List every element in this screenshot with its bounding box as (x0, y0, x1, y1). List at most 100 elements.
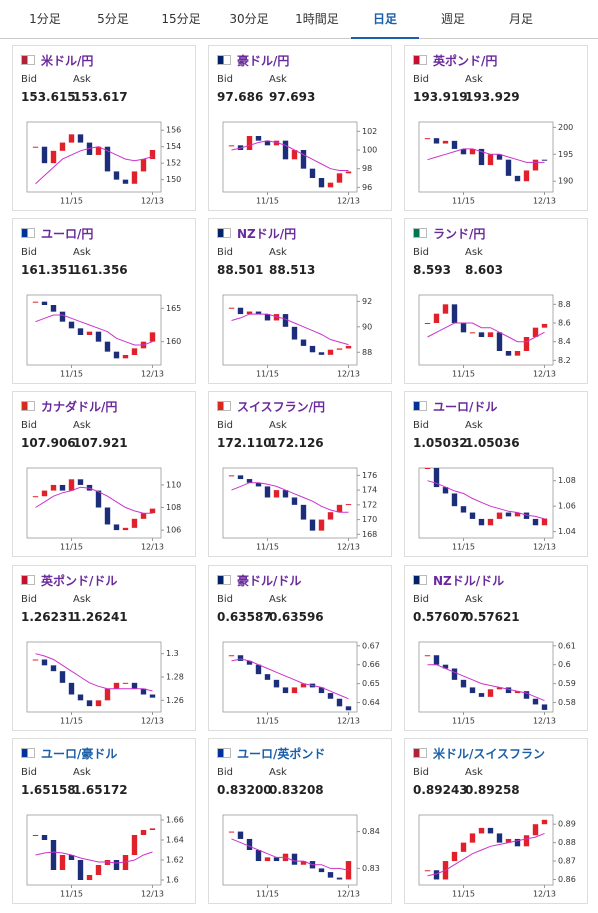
candle (469, 148, 476, 155)
rate-card[interactable]: 米ドル/円 Bid Ask 153.615 153.617 150 152 154 156 11/… (12, 45, 196, 211)
candle (433, 468, 440, 488)
candle (273, 857, 280, 862)
candle (300, 504, 307, 520)
candle (514, 691, 521, 694)
candle (140, 513, 147, 519)
tab[interactable]: 15分足 (161, 12, 201, 26)
bid-value: 1.26231 (21, 610, 76, 624)
ask-value: 107.921 (73, 436, 128, 450)
tab[interactable]: 30分足 (229, 12, 269, 26)
tab[interactable]: 日足 (351, 0, 419, 39)
candle (469, 332, 476, 334)
x-tick-label: 12/13 (533, 717, 556, 726)
ask-label: Ask (465, 247, 483, 258)
candle (41, 490, 48, 497)
mini-chart: 88 90 92 11/15 12/13 (222, 294, 372, 379)
candle (282, 314, 289, 327)
rate-card[interactable]: ランド/円 Bid Ask 8.593 8.603 8.2 8.4 8.6 8.8 11/15 12… (404, 218, 588, 384)
candle (228, 307, 235, 309)
candle (532, 698, 539, 705)
plot-area (222, 814, 358, 886)
ask-label: Ask (465, 767, 483, 778)
candle (496, 833, 503, 843)
candle (113, 171, 120, 180)
rate-card[interactable]: カナダドル/円 Bid Ask 107.906 107.921 106 108 110 11/1… (12, 391, 196, 557)
candle (50, 305, 57, 312)
rate-card[interactable]: ユーロ/ドル Bid Ask 1.05032 1.05036 1.04 1.06 1.08 11… (404, 391, 588, 557)
rate-card[interactable]: 英ポンド/円 Bid Ask 193.919 193.929 190 195 200 11/15… (404, 45, 588, 211)
flag-icon (21, 55, 35, 65)
rate-card[interactable]: 豪ドル/円 Bid Ask 97.686 97.693 96 98 100 102 11/15 12… (208, 45, 392, 211)
plot-area (418, 467, 554, 539)
candle (291, 150, 298, 160)
candle (113, 682, 120, 689)
candle (505, 838, 512, 843)
bid-value: 193.919 (413, 90, 468, 104)
candle (113, 351, 120, 359)
candle (433, 313, 440, 323)
candle (50, 150, 57, 164)
x-tick-label: 11/15 (256, 370, 279, 379)
rate-card[interactable]: スイスフラン/円 Bid Ask 172.110 172.126 168 170 172 174… (208, 391, 392, 557)
bid-label: Bid (217, 594, 233, 605)
candle (433, 138, 440, 144)
bid-label: Bid (21, 767, 37, 778)
candle (300, 861, 307, 865)
y-tick-label: 1.62 (166, 856, 184, 865)
mini-chart: 96 98 100 102 11/15 12/13 (222, 121, 377, 206)
bid-value: 153.615 (21, 90, 76, 104)
flag-icon (21, 228, 35, 238)
candle (32, 835, 39, 836)
x-tick-label: 11/15 (452, 543, 475, 552)
bid-label: Bid (21, 594, 37, 605)
tab[interactable]: 1時間足 (295, 12, 339, 26)
tab[interactable]: 5分足 (97, 12, 129, 26)
rate-card[interactable]: NZドル/円 Bid Ask 88.501 88.513 88 90 92 11/15 12/13 (208, 218, 392, 384)
pair-name: ユーロ/ドル (433, 400, 498, 414)
rate-card[interactable]: 米ドル/スイスフラン Bid Ask 0.89243 0.89258 0.86 0.87 0.… (404, 738, 588, 904)
bid-value: 1.65158 (21, 783, 76, 797)
candle (442, 140, 449, 144)
y-tick-label: 0.58 (558, 698, 576, 707)
bid-value: 88.501 (217, 263, 264, 277)
ask-label: Ask (73, 594, 91, 605)
candle (86, 484, 93, 491)
tab[interactable]: 週足 (440, 12, 465, 26)
y-tick-label: 98 (362, 164, 372, 173)
moving-average (427, 322, 545, 343)
tab[interactable]: 1分足 (29, 12, 61, 26)
candle (59, 855, 66, 870)
candle (59, 142, 66, 151)
rate-card[interactable]: 英ポンド/ドル Bid Ask 1.26231 1.26241 1.26 1.28 1.3 11… (12, 565, 196, 731)
rate-card[interactable]: ユーロ/円 Bid Ask 161.351 161.356 160 165 11/15 12/1… (12, 218, 196, 384)
rate-card[interactable]: ユーロ/英ポンド Bid Ask 0.83200 0.83208 0.83 0.84 11/1… (208, 738, 392, 904)
tab[interactable]: 月足 (508, 12, 533, 26)
candle (255, 664, 262, 675)
x-tick-label: 12/13 (337, 543, 360, 552)
flag-icon (217, 55, 231, 65)
y-tick-label: 1.06 (558, 502, 576, 511)
candle (318, 352, 325, 355)
flag-icon (21, 748, 35, 758)
y-tick-label: 0.87 (558, 857, 576, 866)
candle (424, 138, 431, 140)
y-tick-label: 150 (166, 175, 181, 184)
candle (327, 349, 334, 355)
flag-icon (413, 748, 427, 758)
bid-value: 172.110 (217, 436, 272, 450)
candle (291, 687, 298, 694)
x-tick-label: 11/15 (452, 890, 475, 899)
candle (345, 706, 352, 711)
y-tick-label: 88 (362, 348, 372, 357)
mini-chart: 168 170 172 174 176 11/15 12/13 (222, 467, 377, 552)
candle (95, 331, 102, 342)
x-tick-label: 12/13 (141, 543, 164, 552)
candle (505, 512, 512, 517)
rate-card[interactable]: ユーロ/豪ドル Bid Ask 1.65158 1.65172 1.6 1.62 1.64 1.… (12, 738, 196, 904)
mini-chart: 1.6 1.62 1.64 1.66 11/15 12/13 (26, 814, 184, 899)
rate-card[interactable]: 豪ドル/ドル Bid Ask 0.63587 0.63596 0.64 0.65 0.66 0.… (208, 565, 392, 731)
candle (433, 870, 440, 880)
candle (541, 704, 548, 710)
rate-card[interactable]: NZドル/ドル Bid Ask 0.57607 0.57621 0.58 0.59 0.6 0.… (404, 565, 588, 731)
